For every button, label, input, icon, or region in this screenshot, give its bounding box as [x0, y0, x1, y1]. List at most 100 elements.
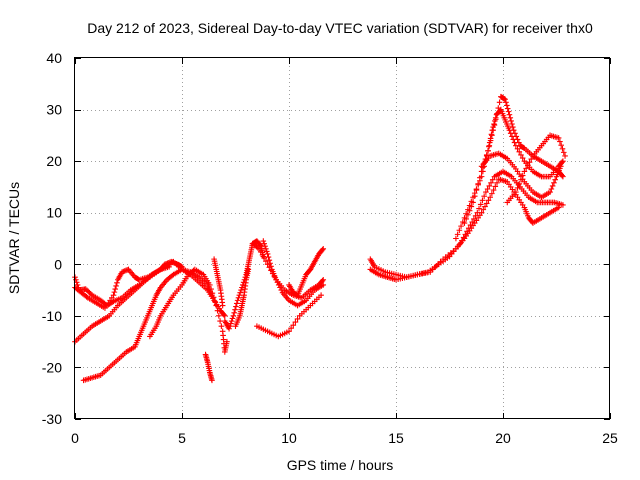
y-tick-label: 40 — [46, 50, 62, 66]
data-point — [263, 248, 270, 255]
chart-title: Day 212 of 2023, Sidereal Day-to-day VTE… — [87, 20, 593, 36]
data-point — [468, 203, 475, 210]
data-point — [169, 272, 175, 279]
y-tick-label: 20 — [46, 153, 62, 169]
data-point — [475, 181, 481, 187]
series-arc-13 — [286, 246, 327, 299]
axis-ticks — [75, 58, 611, 420]
data-point — [454, 231, 461, 238]
data-point — [210, 294, 217, 301]
data-point — [231, 309, 238, 316]
data-point — [552, 176, 559, 183]
data-point — [479, 197, 486, 204]
data-point — [209, 377, 215, 384]
data-point — [514, 145, 521, 152]
data-point — [489, 190, 495, 197]
data-point — [551, 180, 557, 186]
data-point — [487, 137, 494, 144]
data-point — [528, 156, 535, 162]
plot-frame — [74, 57, 610, 419]
data-point — [457, 240, 463, 247]
x-tick-label: 25 — [602, 430, 618, 446]
data-point — [430, 266, 436, 273]
x-tick-label: 0 — [71, 430, 79, 446]
data-point — [263, 258, 269, 264]
data-point — [502, 96, 508, 103]
data-point — [557, 163, 564, 170]
data-point — [560, 173, 566, 180]
data-point — [84, 287, 90, 294]
data-point — [435, 261, 441, 268]
data-point — [83, 293, 90, 300]
data-point — [294, 316, 301, 322]
data-point — [487, 194, 493, 201]
data-point — [523, 165, 529, 172]
grid-lines — [75, 58, 610, 419]
data-point — [110, 292, 117, 299]
data-point — [254, 244, 261, 251]
data-point — [224, 338, 230, 345]
series-arc-11 — [260, 238, 327, 309]
data-point — [257, 249, 264, 255]
data-point — [481, 193, 487, 200]
data-point — [521, 168, 528, 175]
data-point — [525, 162, 531, 169]
data-point — [456, 227, 463, 234]
data-point — [555, 135, 562, 141]
data-point — [262, 243, 268, 250]
data-point — [485, 197, 492, 204]
data-point — [216, 313, 222, 319]
data-point — [478, 209, 485, 216]
data-point — [514, 185, 521, 191]
series-arc-9 — [232, 266, 252, 329]
data-point — [483, 152, 490, 158]
series-arc-15 — [367, 176, 562, 283]
data-point — [453, 235, 459, 242]
data-point — [318, 292, 324, 299]
data-point — [560, 158, 566, 164]
data-point — [508, 118, 514, 124]
series-arc-7 — [211, 256, 226, 309]
data-point — [230, 313, 237, 319]
data-point — [485, 148, 491, 154]
data-point — [463, 216, 469, 222]
data-point — [290, 322, 297, 328]
data-point — [268, 263, 274, 270]
x-tick-label: 10 — [281, 430, 297, 446]
data-point — [526, 159, 533, 165]
data-point — [506, 111, 513, 118]
series-arc-5 — [147, 266, 230, 355]
x-tick-label: 5 — [178, 430, 186, 446]
data-point — [112, 286, 119, 292]
data-point — [519, 155, 526, 161]
data-point — [510, 127, 517, 133]
data-point — [516, 139, 522, 146]
data-point — [562, 153, 568, 159]
series-arc-18 — [478, 150, 564, 201]
data-point — [558, 142, 565, 148]
data-point — [274, 279, 281, 286]
data-point — [113, 283, 119, 289]
data-point — [476, 205, 482, 212]
data-point — [516, 181, 523, 187]
data-point — [490, 127, 496, 133]
series-arc-12 — [254, 292, 324, 340]
data-point — [488, 180, 494, 186]
data-point — [514, 136, 521, 143]
data-point — [516, 149, 523, 155]
data-point — [559, 145, 566, 152]
data-point — [518, 152, 524, 158]
data-point — [484, 186, 491, 192]
data-point — [226, 325, 232, 332]
data-point — [437, 258, 444, 265]
data-point — [320, 246, 327, 252]
data-point — [234, 297, 241, 304]
data-point — [259, 252, 266, 258]
data-point — [222, 313, 228, 319]
data-point — [513, 133, 520, 140]
data-point — [213, 302, 220, 309]
series-arc-3 — [72, 264, 172, 345]
data-point — [490, 187, 497, 193]
data-point — [483, 189, 489, 195]
